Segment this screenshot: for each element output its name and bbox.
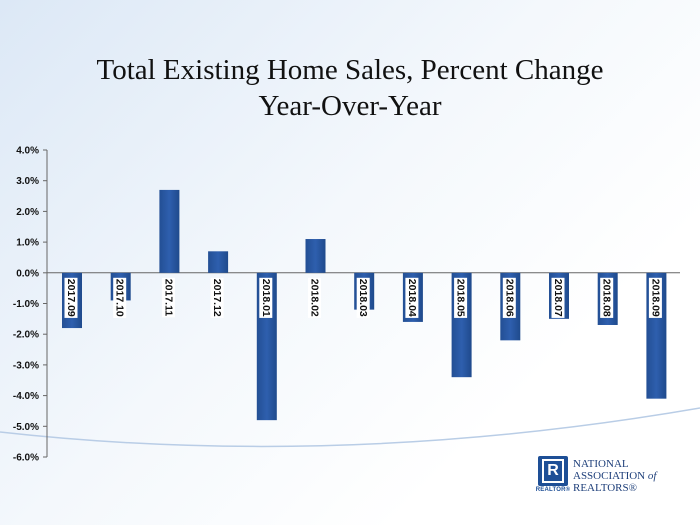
- y-tick-label: -6.0%: [13, 453, 39, 464]
- logo-line-3: REALTORS®: [573, 482, 637, 494]
- bar-2017.12: [208, 251, 229, 273]
- y-tick-label: -5.0%: [13, 422, 39, 433]
- x-tick-label-background: [405, 277, 419, 318]
- logo-line-2-text: ASSOCIATION: [573, 470, 646, 482]
- x-tick-label-background: [551, 277, 565, 318]
- x-tick-label-background: [648, 277, 662, 318]
- y-tick-label: 1.0%: [16, 238, 39, 249]
- logo-line-1: NATIONAL: [573, 458, 629, 470]
- x-tick-label: 2018.02: [309, 279, 321, 317]
- chart-title-line-2: Year-Over-Year: [258, 90, 442, 122]
- y-tick-label: -4.0%: [13, 391, 39, 402]
- x-tick-label-background: [600, 277, 614, 318]
- y-axis: 4.0% 3.0% 2.0% 1.0% 0.0% -1.0% -2.0% -3.0% -4.0%…: [13, 146, 680, 464]
- x-tick-label: 2017.09: [65, 279, 77, 317]
- nar-logo: R REALTOR® NATIONAL ASSOCIATION of REALT…: [536, 456, 698, 496]
- x-tick-label: 2018.01: [260, 279, 272, 317]
- x-tick-label: 2017.11: [162, 279, 174, 317]
- y-tick-label: -1.0%: [13, 299, 39, 310]
- bar-2017.11: [159, 189, 180, 273]
- x-tick-label-background: [161, 277, 175, 318]
- x-tick-label: 2018.03: [357, 279, 369, 317]
- logo-line-2-of: of: [647, 470, 657, 482]
- logo-wordmark: NATIONAL ASSOCIATION of REALTORS®: [573, 458, 698, 494]
- realtor-r-letter: R: [542, 459, 564, 483]
- bar-2018.02: [305, 239, 326, 273]
- x-tick-label-background: [356, 277, 370, 318]
- realtor-r-icon: R: [538, 456, 568, 486]
- x-tick-label: 2017.10: [114, 279, 126, 317]
- x-tick-label: 2017.12: [211, 279, 223, 317]
- y-tick-label: 0.0%: [16, 268, 39, 279]
- y-tick-label: 4.0%: [16, 146, 39, 157]
- y-tick-label: -3.0%: [13, 360, 39, 371]
- x-tick-label: 2018.05: [455, 279, 467, 317]
- x-tick-label: 2018.07: [552, 279, 564, 317]
- x-tick-label-background: [210, 277, 224, 318]
- chart-title: Total Existing Home Sales, Percent Chang…: [0, 52, 700, 124]
- chart-title-line-1: Total Existing Home Sales, Percent Chang…: [96, 54, 604, 86]
- x-tick-label-background: [113, 277, 127, 318]
- background-swoosh: [0, 407, 700, 448]
- x-tick-label-background: [64, 277, 78, 318]
- x-axis-labels: 2017.09 2017.10 2017.11 2017.12 2018.01 2018.…: [64, 277, 662, 318]
- x-tick-label: 2018.06: [503, 279, 515, 317]
- x-tick-label-background: [502, 277, 516, 318]
- logo-line-2: ASSOCIATION of: [573, 470, 698, 482]
- x-tick-label: 2018.08: [601, 279, 613, 317]
- realtor-caption: REALTOR®: [535, 487, 571, 493]
- y-tick-label: 2.0%: [16, 207, 39, 218]
- x-tick-label: 2018.09: [649, 279, 661, 317]
- y-tick-label: -2.0%: [13, 330, 39, 341]
- y-tick-label: 3.0%: [16, 176, 39, 187]
- x-tick-label-background: [308, 277, 321, 318]
- x-tick-label-background: [259, 277, 273, 318]
- x-tick-label-background: [454, 277, 468, 318]
- x-tick-label: 2018.04: [406, 279, 418, 317]
